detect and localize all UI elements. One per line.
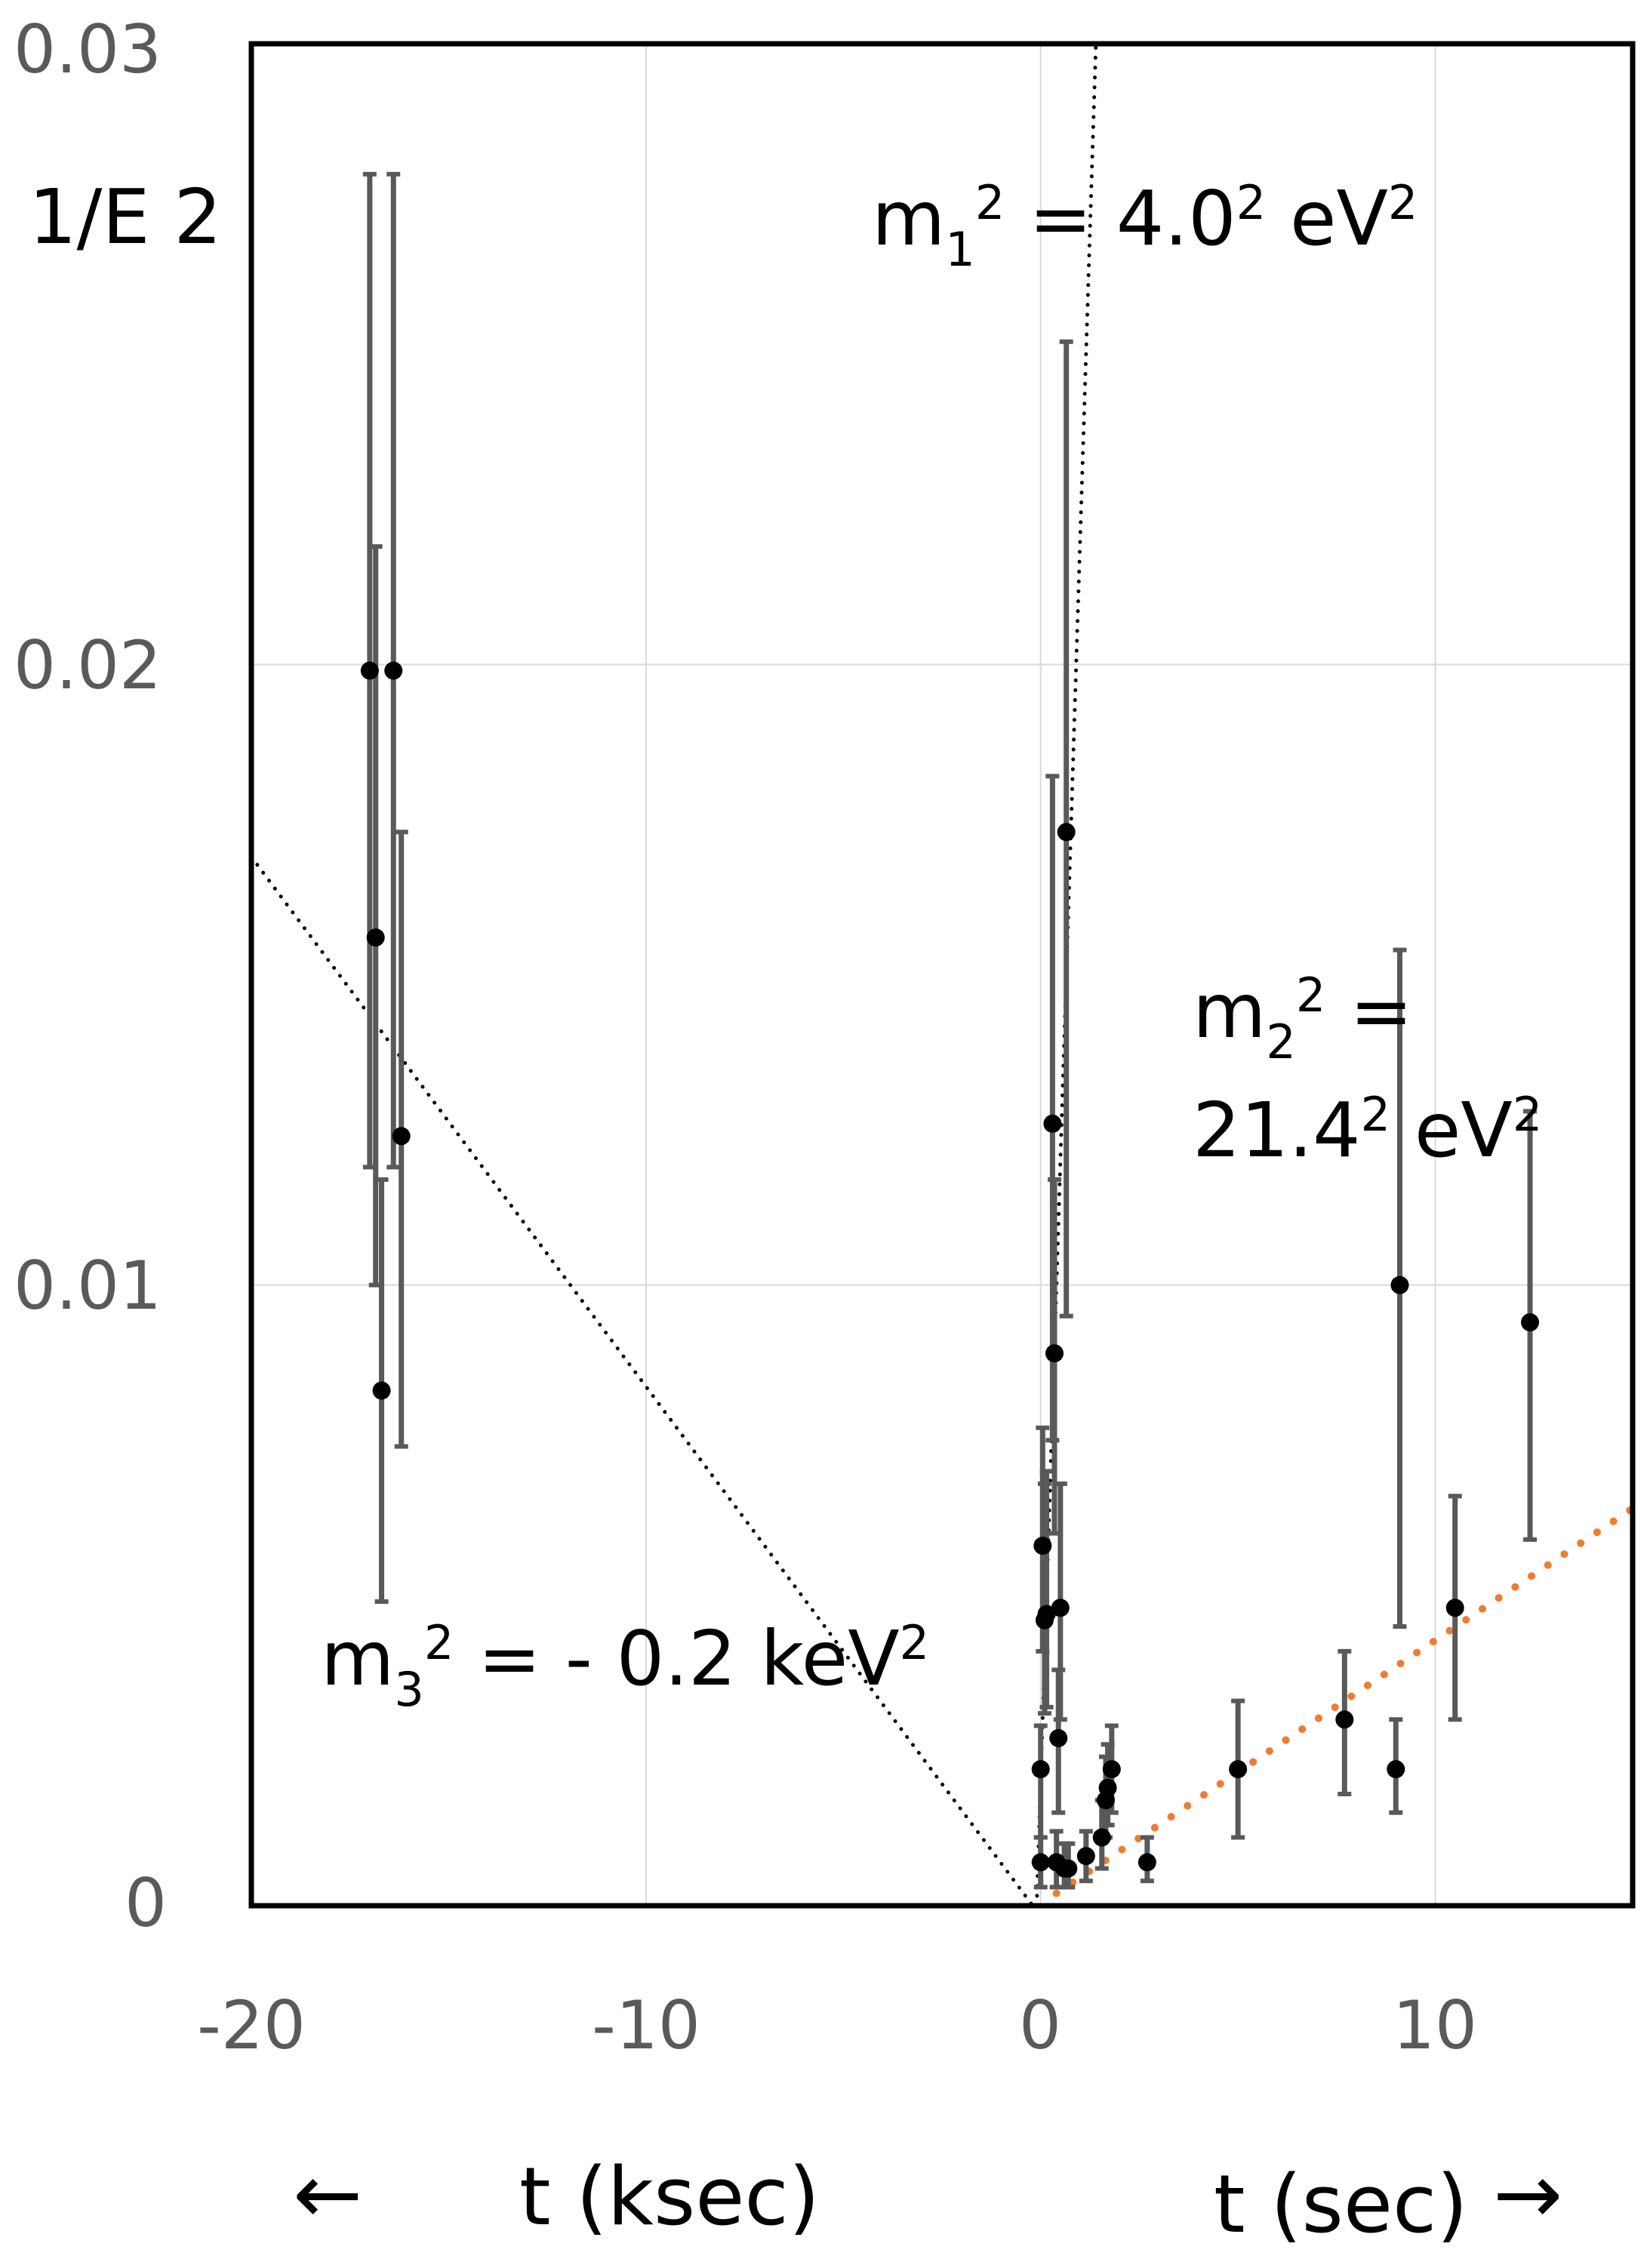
y-tick-label: 0.03 [14, 11, 162, 88]
data-point [1059, 1859, 1078, 1878]
data-point [1229, 1760, 1248, 1779]
m1-rest-sup: 2 [1236, 174, 1267, 230]
m2-sup: 2 [1295, 967, 1326, 1023]
m3-rest: = - 0.2 keV [454, 1614, 900, 1703]
data-point [384, 661, 403, 680]
data-point [1076, 1847, 1095, 1866]
data-point [1335, 1710, 1354, 1729]
annotation-m3: m32 = - 0.2 keV2 [321, 1619, 929, 1713]
data-point [1521, 1313, 1540, 1332]
data-point [1137, 1853, 1156, 1872]
m2-base: m [1193, 967, 1267, 1055]
x-tick-label: -20 [197, 1986, 306, 2064]
x-tick-label: -10 [592, 1986, 700, 2064]
data-point [366, 928, 385, 947]
y-tick-label: 0.02 [14, 626, 162, 704]
data-point [1037, 1605, 1056, 1623]
m1-sup: 2 [974, 174, 1005, 230]
y-tick-label: 0.01 [14, 1247, 162, 1325]
data-point [1051, 1599, 1070, 1617]
data-points [360, 661, 1540, 1878]
m2-unit-sup: 2 [1512, 1086, 1543, 1142]
data-point [1102, 1760, 1121, 1779]
m1-base: m [872, 174, 946, 263]
data-point [360, 661, 379, 680]
fit-lines [249, 42, 1636, 1908]
data-point [1049, 1728, 1068, 1747]
x-axis-label-right: t (sec) [1214, 2158, 1468, 2251]
data-point [1387, 1760, 1405, 1779]
data-point [1092, 1828, 1111, 1847]
m1-rest: = 4.0 [1005, 174, 1236, 263]
m2-sub: 2 [1266, 1014, 1296, 1069]
x-tick-label: 10 [1393, 1986, 1477, 2064]
data-point [1031, 1853, 1050, 1872]
y-tick-label: 0 [125, 1864, 167, 1942]
y-axis-label: 1/E 2 [29, 173, 222, 261]
m2-unit: eV [1390, 1086, 1513, 1174]
data-point [1031, 1760, 1050, 1779]
left-arrow-icon: ← [293, 2146, 363, 2242]
annotation-m1: m12 = 4.02 eV2 [872, 179, 1418, 272]
data-point [392, 1127, 411, 1146]
m1-sub: 1 [945, 221, 975, 277]
x-tick-label: 0 [1019, 1986, 1061, 2064]
m3-sup: 2 [423, 1614, 454, 1670]
data-point [1033, 1537, 1052, 1556]
data-point [1043, 1114, 1062, 1133]
m3-base: m [321, 1614, 395, 1703]
fit-line-m2 [1052, 1504, 1636, 1897]
m2-rest: = [1325, 967, 1413, 1055]
m3-sub: 3 [394, 1661, 424, 1717]
data-point [1445, 1599, 1464, 1617]
data-point [1390, 1276, 1409, 1294]
m3-rest-sup: 2 [899, 1614, 930, 1670]
m2-value-sup: 2 [1360, 1086, 1391, 1142]
annotation-m2-line1: m22 = [1193, 971, 1413, 1065]
data-point [372, 1381, 391, 1400]
x-axis-label-left: t (ksec) [519, 2150, 820, 2243]
m2-value: 21.4 [1193, 1086, 1361, 1174]
data-point [1098, 1778, 1117, 1797]
plot-frame [248, 41, 1636, 1909]
data-point [1057, 823, 1076, 842]
fit-line-m3 [249, 854, 1035, 1908]
m1-unit: eV [1266, 174, 1388, 263]
right-arrow-icon: → [1493, 2146, 1563, 2242]
data-point [1045, 1344, 1064, 1363]
annotation-m2-line2: 21.42 eV2 [1193, 1091, 1542, 1168]
m1-unit-sup: 2 [1387, 174, 1418, 230]
fit-line-m1 [1034, 42, 1098, 1908]
